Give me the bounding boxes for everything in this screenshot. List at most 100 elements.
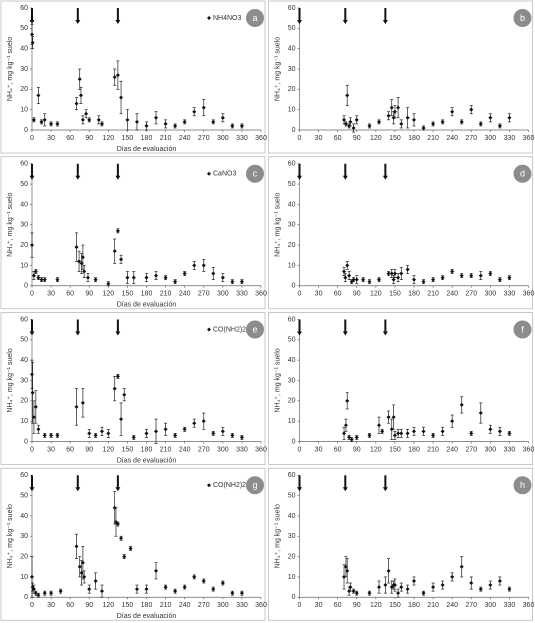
point [386,568,391,573]
point [391,415,396,420]
x-tick-label: 60 [66,602,74,609]
x-tick-label: 240 [446,446,458,453]
point [450,269,455,274]
point [33,269,38,274]
point [412,117,416,122]
legend-label: CO(NH2)2 [213,482,246,489]
x-tick-label: 0 [298,602,302,609]
y-tick-label: 0 [24,127,28,134]
point [399,431,404,436]
point [405,431,410,436]
arrow-head [29,487,35,492]
x-tick-label: 180 [141,446,153,453]
legend-marker [207,327,211,332]
point [58,589,63,594]
x-tick-label: 120 [102,602,114,609]
x-tick-label: 150 [389,135,401,142]
panel-border [268,0,533,154]
arrow-head [75,331,81,336]
panel-badge [246,476,264,495]
y-tick-label: 20 [20,86,28,93]
legend-marker [207,483,211,488]
arrow-head [75,175,81,180]
y-tick-label: 20 [288,242,296,249]
point [386,271,391,276]
x-tick-label: 120 [370,291,382,298]
point [220,581,225,586]
point [42,591,47,596]
x-axis-label: Días de evaluación [117,146,177,153]
point [392,433,397,438]
x-tick-label: 30 [47,446,55,453]
x-tick-label: 0 [298,135,302,142]
x-tick-label: 330 [504,135,516,142]
x-tick-label: 60 [334,446,342,453]
point [131,275,136,280]
point [201,419,206,424]
x-tick-label: 90 [353,446,361,453]
x-tick-label: 210 [427,446,439,453]
point [201,105,206,110]
point [106,431,111,436]
point [33,404,38,409]
x-tick-label: 30 [315,446,323,453]
point [431,433,436,438]
y-tick-label: 50 [20,492,28,499]
x-tick-label: 120 [370,135,382,142]
x-tick-label: 150 [389,602,401,609]
y-tick-label: 0 [24,283,28,290]
point [440,583,445,588]
point [31,587,36,592]
y-tick-label: 20 [288,398,296,405]
point [421,591,426,596]
legend-marker [207,16,211,20]
legend-marker [207,171,211,176]
point [173,433,178,438]
y-axis-label: NH₄⁺, mg kg⁻¹ suelo [274,37,281,101]
point [36,93,41,98]
arrow-head [29,175,35,180]
point [211,431,216,436]
point [377,585,382,590]
arrow-head [342,487,348,492]
x-tick-label: 330 [236,135,248,142]
y-axis-label: NH₄⁺, mg kg⁻¹ suelo [7,348,14,412]
y-tick-label: 50 [288,337,296,344]
y-tick-label: 60 [288,5,296,12]
y-tick-label: 40 [288,46,296,53]
x-tick-label: 90 [353,602,361,609]
point [389,427,394,432]
point [201,578,206,583]
arrow-head [115,20,121,24]
x-tick-label: 120 [370,446,382,453]
point [84,111,89,116]
x-tick-label: 300 [484,291,496,298]
y-tick-label: 50 [288,25,296,32]
x-tick-label: 150 [122,602,134,609]
point [377,277,382,282]
x-tick-label: 330 [236,291,248,298]
point [30,574,34,579]
point [421,429,426,434]
point [367,591,372,596]
point [367,279,372,284]
x-tick-label: 90 [85,291,93,298]
x-tick-label: 300 [217,602,229,609]
point [144,275,149,280]
x-tick-label: 210 [160,291,172,298]
legend-label: CaNO3 [213,171,236,178]
x-axis-label: Días de evaluación [117,457,177,464]
arrow-head [382,487,388,492]
point [112,75,117,80]
point [42,277,47,282]
point [431,277,436,282]
arrow-head [297,331,302,336]
point [49,591,54,596]
x-tick-label: 90 [85,446,93,453]
point [230,591,235,596]
y-tick-label: 20 [288,553,296,560]
x-tick-label: 120 [102,446,114,453]
x-tick-label: 90 [353,135,361,142]
point [74,544,79,549]
point [399,585,404,590]
